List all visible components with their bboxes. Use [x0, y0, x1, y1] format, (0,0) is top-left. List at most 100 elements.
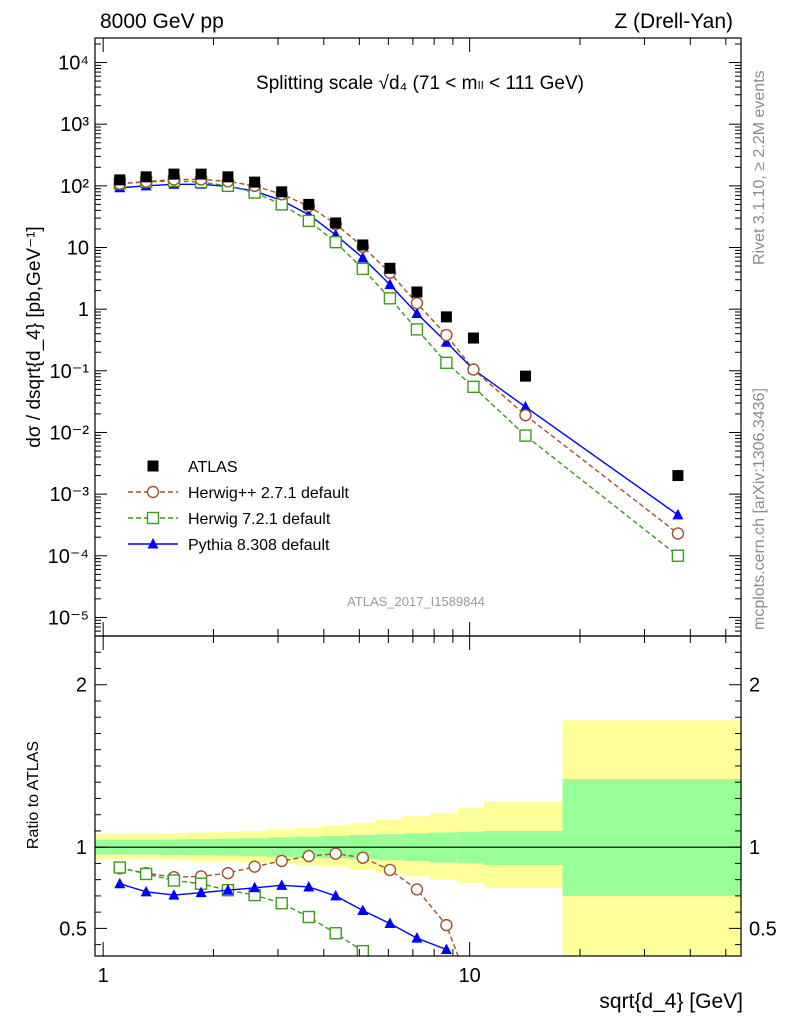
ratio-point: [383, 863, 397, 877]
ratio-y-tick-label-right: 1: [749, 837, 760, 859]
series-atlas: [114, 168, 684, 482]
y-tick-label: 10³: [60, 114, 89, 136]
ratio-point: [195, 886, 207, 898]
data-point: [383, 292, 397, 305]
uncertainty-band-inner: [562, 778, 741, 896]
legend-label: Herwig 7.2.1 default: [188, 511, 331, 528]
ratio-point: [410, 883, 424, 896]
ratio-point: [113, 861, 126, 874]
y-tick-label: 10⁻¹: [50, 361, 90, 383]
ratio-point: [276, 879, 288, 890]
data-point: [671, 549, 685, 562]
ratio-ylabel: Ratio to ATLAS: [25, 741, 42, 849]
legend: ATLAS Herwig++ 2.7.1 default Herwig 7.2.1 …: [128, 459, 350, 554]
data-point: [519, 400, 531, 412]
y-tick-label: 10⁴: [58, 53, 89, 75]
y-tick-label: 10⁻⁴: [48, 546, 89, 568]
data-point: [222, 171, 234, 183]
ratio-point: [329, 847, 342, 860]
ratio-point: [356, 944, 369, 956]
ratio-point: [329, 927, 342, 940]
ratio-point: [302, 849, 316, 863]
data-point: [672, 508, 684, 520]
data-point: [384, 262, 396, 274]
header-left: 8000 GeV pp: [100, 10, 224, 33]
main-title: Splitting scale √d₄ (71 < mₗₗ < 111 GeV): [256, 73, 584, 94]
header-right: Z (Drell-Yan): [614, 10, 733, 33]
y-tick-label: 10: [67, 238, 89, 260]
y-tick-label: 10⁻⁵: [48, 607, 89, 629]
y-tick-label: 1: [78, 299, 89, 321]
x-tick-label: 10: [459, 965, 481, 987]
y-tick-label: 10⁻²: [50, 422, 90, 444]
y-tick-label: 10⁻³: [50, 484, 90, 506]
ratio-line: [119, 883, 447, 951]
ratio-point: [248, 860, 261, 873]
uncertainty-band-inner: [483, 830, 563, 866]
data-point: [672, 470, 684, 482]
data-point: [410, 296, 424, 310]
data-point: [114, 174, 126, 186]
data-point: [467, 363, 480, 376]
data-point: [440, 356, 453, 369]
data-point: [357, 239, 369, 251]
data-point: [249, 176, 261, 188]
data-point: [384, 278, 396, 290]
ratio-point: [167, 874, 181, 887]
ratio-point: [356, 851, 369, 864]
data-point: [467, 332, 479, 344]
ratio-point: [330, 889, 342, 901]
data-point: [440, 328, 453, 342]
ratio-point: [249, 881, 261, 893]
ratio-point: [440, 918, 453, 932]
data-point: [410, 323, 424, 336]
rivet-version-label: Rivet 3.1.10, ≥ 2.2M events: [751, 70, 768, 265]
data-point: [519, 409, 532, 422]
data-point: [330, 217, 342, 229]
data-point: [519, 370, 531, 382]
ratio-line: [119, 866, 364, 952]
legend-label: Pythia 8.308 default: [188, 537, 330, 554]
y-tick-label: 10²: [60, 176, 89, 198]
data-point: [411, 286, 423, 298]
ratio-point: [168, 889, 180, 900]
legend-marker: [147, 538, 159, 549]
series-herwig-7-2-1-default: [113, 174, 685, 562]
data-point: [303, 198, 315, 210]
series-line: [119, 178, 679, 535]
watermark: ATLAS_2017_I1589844: [347, 594, 485, 609]
ratio-point: [139, 867, 153, 881]
legend-entry-herwig-2-7-1-default: Herwig++ 2.7.1 default: [128, 485, 350, 502]
ratio-y-tick-label: 2: [76, 675, 87, 697]
ratio-y-tick-label: 1: [76, 837, 87, 859]
legend-entry-atlas: ATLAS: [147, 459, 238, 476]
main-ylabel: dσ / dsqrt{d_4} [pb,GeV⁻¹]: [24, 226, 45, 447]
mcplots-label: mcplots.cern.ch [arXiv:1306.3436]: [751, 388, 768, 630]
ratio-y-tick-label-right: 0.5: [749, 918, 777, 940]
legend-marker: [146, 511, 160, 525]
data-point: [302, 214, 316, 228]
data-point: [671, 527, 685, 540]
ratio-point: [275, 854, 288, 868]
main-plot: 10⁴ 10³ 10² 10 1 10⁻¹ 10⁻² 10⁻³ 10⁻⁴ 10⁻⁵ Splitti…: [24, 37, 742, 637]
ratio-point: [222, 884, 234, 895]
ratio-y-tick-label: 0.5: [59, 918, 87, 940]
ratio-point: [303, 880, 315, 892]
ratio-plot: 2 2 1 1 0.5 0.5 1 10 Ratio to ATLAS sqrt{d_4} […: [25, 635, 777, 1013]
ratio-y-tick-label-right: 2: [749, 675, 760, 697]
x-axis-label: sqrt{d_4} [GeV]: [599, 990, 743, 1013]
data-point: [329, 235, 342, 249]
data-point: [440, 336, 452, 347]
data-point: [276, 186, 288, 198]
ratio-plot-frame: [94, 635, 742, 957]
x-tick-label: 1: [98, 965, 109, 987]
legend-entry-pythia-8-308-default: Pythia 8.308 default: [128, 537, 330, 554]
data-point: [168, 168, 180, 180]
legend-label: Herwig++ 2.7.1 default: [188, 485, 350, 502]
legend-marker: [146, 485, 160, 499]
data-point: [140, 171, 152, 183]
series-line: [119, 180, 679, 557]
data-point: [411, 307, 423, 319]
legend-label: ATLAS: [188, 459, 238, 476]
